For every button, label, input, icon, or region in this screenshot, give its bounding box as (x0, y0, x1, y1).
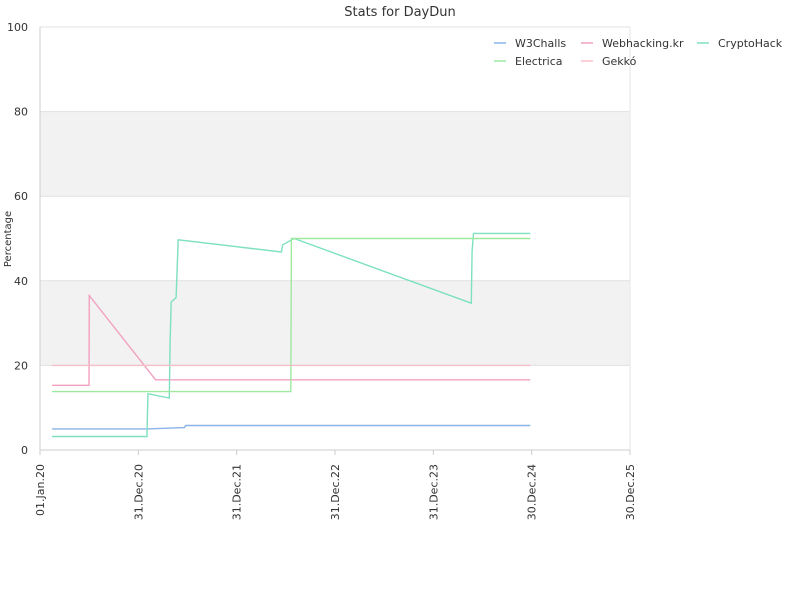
x-tick-label: 31.Dec.23 (427, 464, 440, 520)
grid-band (40, 280, 630, 366)
legend-label: CryptoHack (718, 37, 783, 50)
x-tick-label: 31.Dec.21 (231, 464, 244, 520)
legend-label: Webhacking.kr (602, 37, 684, 50)
y-tick-label: 60 (14, 190, 28, 203)
grid-band (40, 111, 630, 197)
legend-label: W3Challs (515, 37, 566, 50)
x-tick-label: 31.Dec.20 (132, 464, 145, 520)
grid-bands (40, 111, 630, 366)
legend-label: Electrica (515, 55, 563, 68)
y-tick-label: 40 (14, 275, 28, 288)
x-tick-label: 30.Dec.25 (624, 464, 637, 520)
y-tick-label: 20 (14, 359, 28, 372)
y-tick-label: 100 (7, 21, 28, 34)
x-axis-ticks: 01.Jan.20 31.Dec.20 31.Dec.21 31.Dec.22 31.D… (34, 450, 637, 520)
legend: W3Challs Webhacking.kr CryptoHack Electrica… (494, 37, 783, 68)
chart-title: Stats for DayDun (344, 5, 455, 20)
series-line-cryptohack (52, 232, 531, 438)
x-tick-label: 31.Dec.22 (329, 464, 342, 520)
series-line-webhacking-kr (52, 293, 531, 386)
series-line-w3challs (52, 424, 531, 430)
y-axis-ticks: 0 20 40 60 80 100 (7, 21, 28, 457)
x-tick-label: 01.Jan.20 (34, 464, 47, 516)
y-tick-label: 0 (21, 444, 28, 457)
y-tick-label: 80 (14, 106, 28, 119)
y-axis-label: Percentage (3, 211, 14, 267)
series-lines (52, 232, 531, 438)
series-line-electrica (52, 237, 531, 393)
x-tick-label: 30.Dec.24 (526, 464, 539, 520)
legend-label: Gekkó (602, 55, 637, 68)
